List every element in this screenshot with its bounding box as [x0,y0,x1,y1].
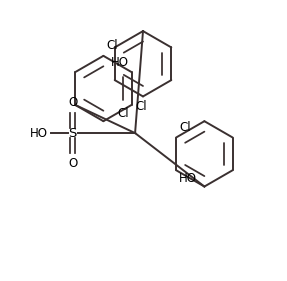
Text: Cl: Cl [106,39,118,52]
Text: Cl: Cl [179,121,191,133]
Text: O: O [68,157,77,170]
Text: Cl: Cl [135,100,147,114]
Text: HO: HO [111,56,129,69]
Text: S: S [69,126,77,140]
Text: O: O [68,96,77,109]
Text: Cl: Cl [117,107,129,120]
Text: HO: HO [30,126,48,140]
Text: HO: HO [179,172,197,185]
